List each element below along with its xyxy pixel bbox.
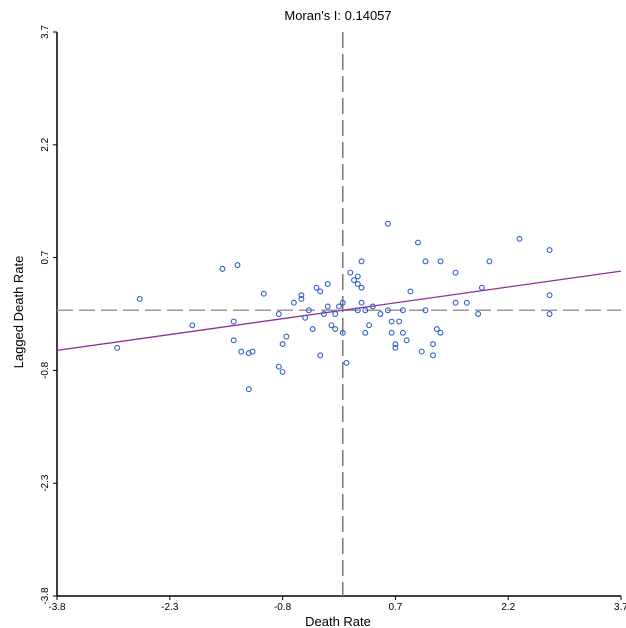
regression-line bbox=[56, 270, 622, 352]
data-point bbox=[433, 326, 440, 332]
data-point bbox=[358, 258, 365, 265]
data-point bbox=[362, 329, 369, 336]
data-point bbox=[290, 299, 297, 306]
x-tick-label: 2.2 bbox=[501, 602, 515, 613]
data-point bbox=[343, 359, 350, 366]
data-point bbox=[437, 329, 444, 336]
data-point bbox=[302, 314, 309, 321]
x-ticks: -3.8 -2.3 -0.8 0.7 2.2 3.7 bbox=[48, 596, 626, 613]
data-point bbox=[396, 318, 403, 325]
data-point bbox=[452, 269, 459, 276]
data-point bbox=[230, 318, 237, 325]
data-point bbox=[249, 348, 256, 355]
data-point bbox=[321, 311, 327, 317]
data-point bbox=[354, 280, 361, 287]
data-point bbox=[546, 311, 553, 317]
data-point bbox=[546, 292, 553, 299]
data-point bbox=[328, 322, 335, 329]
data-point bbox=[422, 307, 429, 314]
y-tick-label: -3.8 bbox=[40, 587, 51, 605]
data-point bbox=[238, 348, 245, 355]
data-point bbox=[324, 280, 331, 287]
data-point bbox=[384, 307, 391, 314]
x-tick-label: 3.7 bbox=[614, 602, 626, 613]
data-point bbox=[309, 326, 316, 332]
x-tick-label: -0.8 bbox=[274, 602, 292, 613]
data-point bbox=[430, 341, 436, 348]
data-point bbox=[324, 303, 331, 310]
data-point bbox=[339, 299, 346, 306]
data-point bbox=[463, 299, 470, 306]
data-point bbox=[422, 258, 429, 265]
data-point bbox=[430, 352, 436, 359]
data-point bbox=[437, 258, 444, 265]
data-point bbox=[354, 273, 361, 280]
data-point bbox=[279, 341, 286, 348]
data-point bbox=[279, 368, 286, 375]
data-point bbox=[275, 311, 282, 317]
data-point bbox=[245, 386, 252, 393]
data-point bbox=[388, 329, 395, 336]
data-point bbox=[377, 311, 384, 317]
data-point bbox=[283, 333, 290, 340]
data-point bbox=[392, 344, 399, 351]
data-point bbox=[234, 262, 241, 269]
data-point bbox=[332, 326, 339, 332]
y-axis-label: Lagged Death Rate bbox=[11, 256, 26, 369]
data-point bbox=[415, 239, 421, 246]
data-point bbox=[418, 348, 425, 355]
y-tick-label: 2.2 bbox=[40, 137, 51, 151]
data-point bbox=[475, 311, 482, 317]
data-point bbox=[452, 299, 459, 306]
data-point bbox=[407, 288, 414, 295]
y-tick-label: 0.7 bbox=[40, 250, 51, 264]
data-point bbox=[362, 307, 369, 314]
data-point bbox=[189, 322, 196, 329]
y-tick-label: -0.8 bbox=[40, 361, 51, 379]
data-point bbox=[114, 344, 121, 351]
data-point bbox=[388, 318, 395, 325]
y-ticks: -3.8 -2.3 -0.8 0.7 2.2 3.7 bbox=[40, 25, 57, 605]
data-point bbox=[399, 329, 406, 336]
data-point bbox=[369, 303, 376, 310]
data-point bbox=[317, 288, 324, 295]
data-point bbox=[136, 296, 143, 302]
data-point bbox=[399, 307, 406, 314]
data-point bbox=[305, 307, 312, 314]
y-tick-label: -2.3 bbox=[40, 474, 51, 492]
data-point bbox=[317, 352, 324, 359]
data-point bbox=[403, 337, 410, 344]
data-point bbox=[358, 284, 365, 291]
data-point bbox=[478, 284, 485, 291]
data-point bbox=[347, 269, 354, 276]
x-tick-label: -2.3 bbox=[161, 602, 179, 613]
data-point bbox=[332, 311, 339, 317]
data-points bbox=[114, 220, 553, 393]
data-point bbox=[313, 284, 320, 291]
x-tick-label: 0.7 bbox=[388, 602, 402, 613]
data-point bbox=[336, 303, 342, 310]
x-axis-label: Death Rate bbox=[305, 614, 371, 628]
data-point bbox=[392, 341, 399, 348]
y-tick-label: 3.7 bbox=[40, 25, 51, 39]
data-point bbox=[298, 292, 305, 299]
data-point bbox=[339, 329, 346, 336]
data-point bbox=[219, 265, 226, 272]
data-point bbox=[260, 290, 267, 297]
x-tick-label: -3.8 bbox=[48, 602, 66, 613]
data-point bbox=[298, 296, 305, 302]
data-point bbox=[516, 235, 523, 242]
data-point bbox=[230, 337, 237, 344]
data-point bbox=[546, 247, 553, 254]
data-point bbox=[351, 277, 357, 284]
data-point bbox=[366, 322, 373, 329]
data-point bbox=[358, 299, 365, 306]
data-point bbox=[354, 307, 361, 314]
data-point bbox=[486, 258, 493, 265]
data-point bbox=[384, 220, 391, 227]
chart-title: Moran's I: 0.14057 bbox=[284, 8, 391, 23]
data-point bbox=[275, 363, 282, 370]
